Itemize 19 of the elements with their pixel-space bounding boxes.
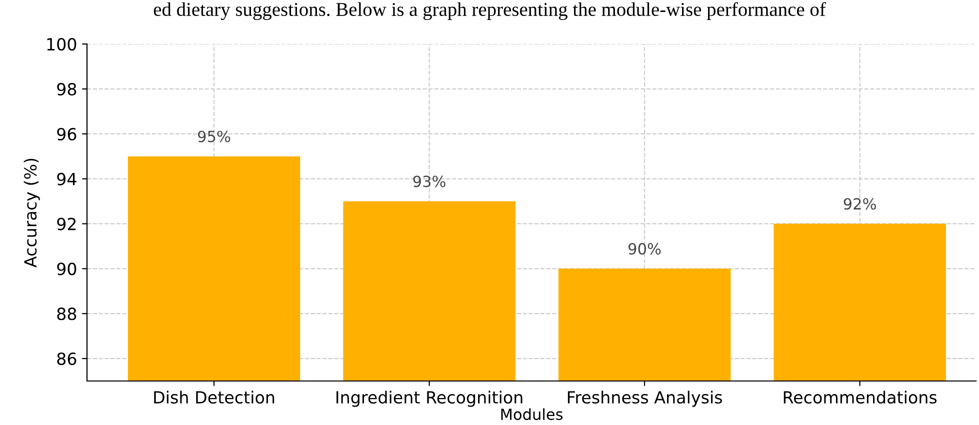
- x-tick-label: Ingredient Recognition: [336, 390, 522, 407]
- y-tick-label: 94: [57, 172, 76, 186]
- y-tick-label: 96: [57, 128, 76, 140]
- y-tick-label: 98: [57, 82, 76, 96]
- data-label: 90%: [628, 243, 661, 255]
- text: ed dietary suggestions. Below is a graph representing the module-wise performance of: [154, 2, 826, 20]
- data-label: 92%: [844, 198, 876, 210]
- y-tick-label: 88: [57, 308, 76, 320]
- data-label: 95%: [198, 130, 230, 142]
- y-tick-label: 90: [57, 262, 76, 276]
- y-tick-label: 86: [57, 352, 76, 366]
- data-label: 93%: [413, 176, 446, 188]
- y-tick-label: 92: [57, 218, 76, 230]
- y-tick-label: 100: [47, 38, 76, 51]
- x-axis-title: Modules: [501, 408, 563, 420]
- x-tick-label: Recommendations: [784, 390, 937, 404]
- y-axis-title: Accuracy (%): [24, 158, 40, 268]
- x-tick-label: Dish Detection: [154, 390, 274, 404]
- x-tick-label: Freshness Analysis: [568, 390, 722, 407]
